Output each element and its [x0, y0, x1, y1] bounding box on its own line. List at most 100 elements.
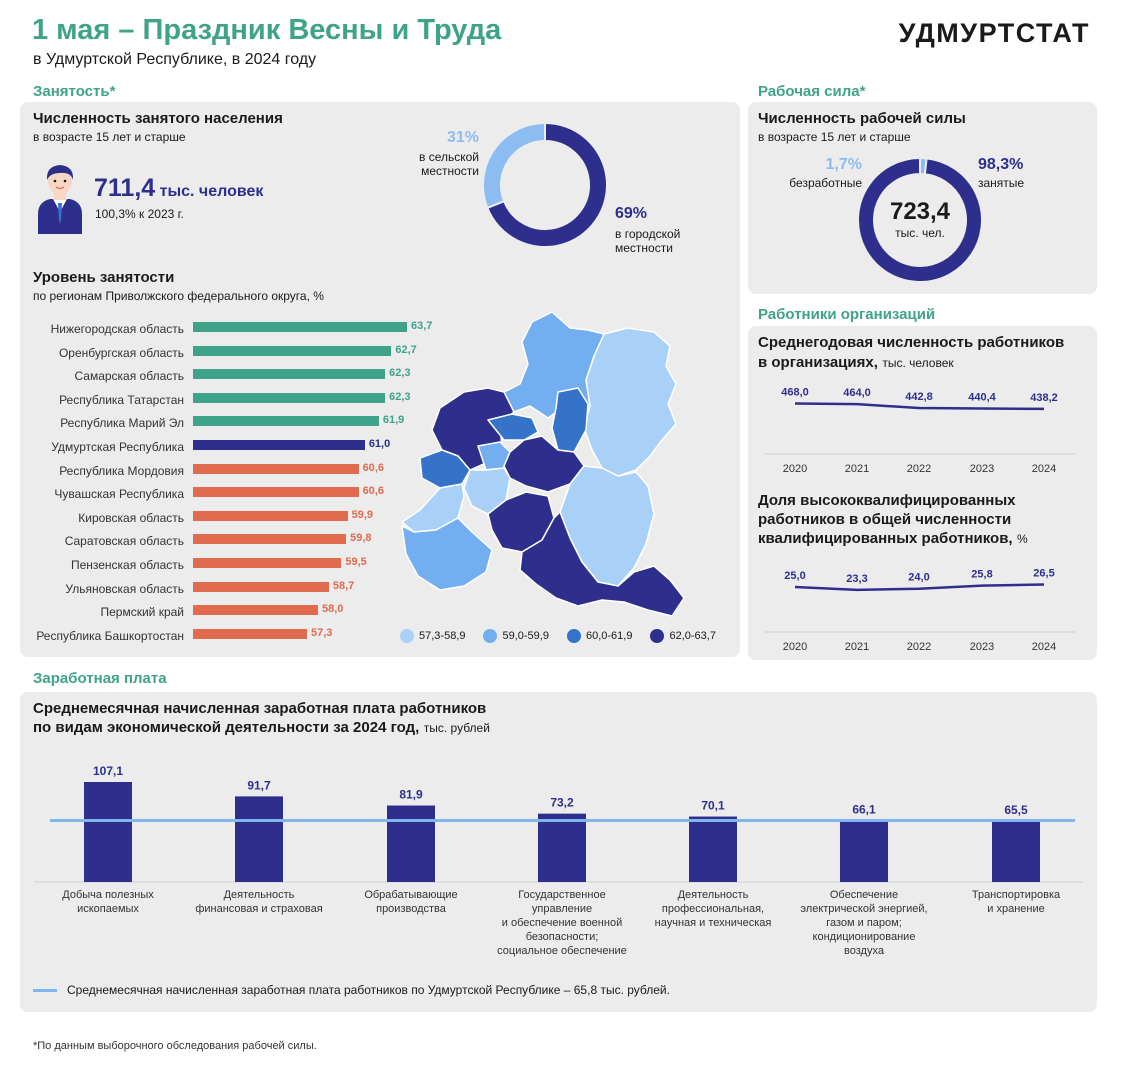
wage-category-line: воздуха	[844, 945, 884, 957]
wage-category-line: профессиональная,	[661, 903, 765, 915]
wage-category-line: ископаемых	[77, 903, 139, 915]
wage-value-label: 81,9	[399, 788, 423, 802]
x-tick-label: 2020	[783, 463, 807, 475]
wage-category-label: Деятельность профессиональная, научная и т…	[638, 888, 788, 930]
wage-category-line: Деятельность	[677, 889, 749, 901]
rural-label: в сельской местности	[419, 150, 479, 178]
x-tick-label: 2024	[1032, 463, 1056, 475]
wage-category-line: Государственное	[518, 889, 606, 901]
bar	[193, 322, 407, 332]
map-legend-item: 57,3-58,9	[400, 629, 465, 643]
bar-category-label: Саратовская область	[64, 534, 184, 549]
data-label: 24,0	[908, 572, 929, 584]
data-label: 25,8	[971, 569, 992, 581]
bar	[193, 392, 386, 403]
urban-pct: 69%	[615, 205, 648, 222]
map-legend-item: 60,0-61,9	[566, 629, 633, 643]
data-label: 26,5	[1033, 567, 1054, 579]
bar-category-label: Нижегородская область	[50, 322, 184, 336]
map-region-perm	[583, 327, 677, 477]
data-label: 468,0	[781, 386, 809, 398]
employed-count-unit: тыс. человек	[159, 183, 264, 200]
bar-category-label: Пермский край	[100, 605, 184, 620]
data-label: 25,0	[784, 570, 805, 582]
legend-swatch	[483, 629, 498, 643]
bar-category-label: Самарская область	[74, 369, 184, 384]
bar-value-label: 59,9	[351, 508, 374, 521]
org-workers-panel	[748, 326, 1097, 660]
employed-pct: 98,3%	[978, 156, 1024, 173]
bar-value-label: 60,6	[362, 485, 384, 498]
share-title-line1: Доля высококвалифицированных	[758, 492, 1016, 509]
org-workers-section-label: Работники организаций	[758, 306, 936, 323]
legend-swatch	[400, 629, 414, 643]
legend-swatch	[566, 629, 581, 643]
employment-section-label: Занятость*	[33, 83, 116, 100]
bar-category-label: Республика Мордовия	[59, 463, 184, 478]
labor-force-total-value: 723,4	[889, 198, 951, 225]
legend-label: 57,3-58,9	[419, 630, 466, 642]
bar-category-label: Оренбургская область	[58, 345, 184, 360]
wage-category-label: Государственное управление и обеспечение в…	[487, 888, 637, 958]
map-region-kirov	[503, 311, 605, 419]
x-tick-label: 2024	[1032, 641, 1056, 653]
bar	[193, 487, 359, 498]
wage-category-line: и обеспечение военной	[501, 917, 623, 929]
wage-value-label: 65,5	[1004, 803, 1028, 817]
x-tick-label: 2022	[907, 463, 931, 475]
bar	[193, 558, 342, 568]
region-map	[401, 311, 685, 617]
employed-count-change: 100,3% к 2023 г.	[95, 207, 184, 221]
wages-legend: Среднемесячная начисленная заработная пл…	[33, 983, 670, 997]
wage-value-label: 91,7	[247, 778, 271, 792]
employed-label: занятые	[978, 176, 1025, 190]
employed-count-subtitle: в возрасте 15 лет и старше	[33, 130, 186, 144]
bar-category-label: Республика Татарстан	[59, 392, 184, 407]
bar-value-label: 59,8	[350, 532, 372, 545]
bar-category-label: Чувашская Республика	[54, 487, 184, 502]
wage-value-label: 73,2	[550, 796, 574, 810]
wage-category-label: Транспортировка и хранение	[941, 888, 1091, 916]
bar-value-label: 62,3	[389, 390, 411, 403]
bar	[193, 416, 379, 427]
labor-force-total: 723,4 тыс. чел.	[855, 198, 985, 240]
labor-force-subtitle: в возрасте 15 лет и старше	[758, 130, 911, 144]
wage-category-line: электрической энергией,	[800, 903, 928, 915]
x-tick-label: 2023	[970, 641, 994, 653]
data-label: 464,0	[843, 387, 871, 399]
series-line	[794, 402, 1045, 411]
avg-workers-title-line2: в организациях, тыс. человек	[758, 354, 954, 371]
labor-force-total-unit: тыс. чел.	[895, 226, 945, 240]
bar-value-label: 62,3	[389, 367, 411, 380]
bar-value-label: 61,0	[368, 438, 391, 450]
wage-bar	[235, 796, 283, 882]
wage-category-line: Обеспечение	[829, 889, 899, 901]
bar-value-label: 59,5	[345, 556, 367, 568]
wage-category-line: социальное обеспечение	[497, 945, 627, 957]
legend-label: 60,0-61,9	[585, 630, 633, 642]
bar-value-label: 60,6	[362, 461, 384, 474]
unemployed-pct: 1,7%	[825, 156, 862, 173]
employment-level-bar-chart: Нижегородская область 63,7 Оренбургская об…	[0, 318, 460, 648]
bar-value-label: 62,7	[395, 343, 417, 356]
employment-level-subtitle: по регионам Приволжского федерального ок…	[33, 289, 324, 303]
employed-count: 711,4 тыс. человек	[94, 174, 263, 203]
bar-category-label: Ульяновская область	[65, 581, 184, 596]
legend-swatch	[650, 629, 665, 643]
bar-category-label: Удмуртская Республика	[51, 440, 184, 454]
x-tick-label: 2023	[970, 463, 994, 475]
map-legend: 57,3-58,9 59,0-59,9 60,0-61,9 62,0-63,7	[400, 629, 716, 643]
share-line-chart: 25,0 2020 23,3 2021 24,0 2022 25,8 2023 26,5 2024	[764, 567, 1076, 653]
share-title-line2: работников в общей численности	[758, 511, 1012, 528]
data-label: 23,3	[846, 573, 867, 585]
avg-workers-title-line1: Среднегодовая численность работников	[758, 334, 1065, 351]
employed-count-value: 711,4	[94, 174, 156, 202]
data-label: 438,2	[1030, 392, 1058, 404]
wages-bar-chart: 107,1 91,7 81,9 73,2 70,1 66,1 65,5	[34, 764, 1083, 883]
labor-force-panel	[748, 102, 1097, 294]
employment-level-title: Уровень занятости	[33, 269, 175, 286]
bar	[193, 345, 392, 356]
wage-bar	[84, 782, 132, 882]
wage-bar	[387, 805, 435, 882]
footnote: *По данным выборочного обследования рабо…	[33, 1040, 317, 1052]
